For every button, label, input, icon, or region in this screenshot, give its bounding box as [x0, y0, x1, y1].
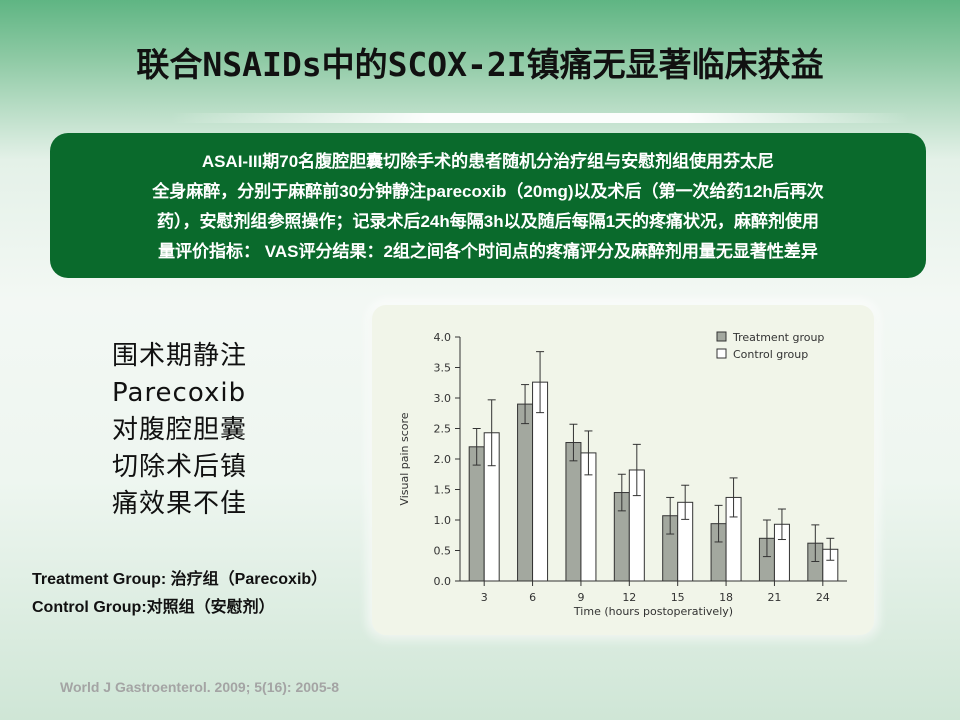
conclusion-line: 对腹腔胆囊 — [112, 415, 248, 445]
y-tick-label: 3.0 — [434, 392, 452, 405]
legend-label: Treatment group — [732, 331, 824, 344]
summary-line: 药），安慰剂组参照操作；记录术后24h每隔3h以及随后每隔1天的疼痛状况，麻醉剂… — [156, 212, 820, 231]
x-tick-label: 24 — [816, 591, 830, 604]
title-divider — [170, 113, 910, 123]
x-tick-label: 9 — [577, 591, 584, 604]
summary-line: ASAI-III期70名腹腔胆囊切除手术的患者随机分治疗组与安慰剂组使用芬太尼 — [201, 152, 775, 171]
pain-score-bar-chart: 0.0 0.5 1.0 1.5 2.0 2.5 3.0 3.5 4.0 Visual pain s… — [398, 331, 847, 618]
x-tick-label: 15 — [671, 591, 685, 604]
y-tick-label: 0.5 — [434, 545, 452, 558]
slide-title: 联合NSAIDs中的SCOX-2I镇痛无显著临床获益 — [136, 45, 824, 84]
y-tick-label: 0.0 — [434, 575, 452, 588]
x-tick-label: 18 — [719, 591, 733, 604]
y-tick-label: 1.5 — [434, 484, 452, 497]
y-axis-label: Visual pain score — [398, 412, 411, 505]
treatment-bar — [565, 442, 582, 582]
study-summary-box: ASAI-III期70名腹腔胆囊切除手术的患者随机分治疗组与安慰剂组使用芬太尼 … — [50, 133, 926, 278]
group-definition-line: Control Group:对照组（安慰剂） — [32, 599, 275, 616]
x-tick-label: 21 — [767, 591, 781, 604]
conclusion-line: 围术期静注 — [112, 341, 248, 371]
x-axis-label: Time (hours postoperatively) — [573, 605, 733, 618]
y-tick-label: 3.5 — [434, 362, 452, 375]
x-tick-label: 3 — [481, 591, 488, 604]
x-tick-label: 12 — [622, 591, 636, 604]
citation: World J Gastroenterol. 2009; 5(16): 2005… — [60, 679, 340, 695]
legend-label: Control group — [733, 348, 808, 361]
y-tick-label: 2.5 — [434, 423, 452, 436]
legend-swatch-control — [716, 348, 727, 359]
summary-line: 全身麻醉，分别于麻醉前30分钟静注parecoxib（20mg)以及术后（第一次… — [152, 182, 824, 201]
treatment-bar — [517, 403, 534, 582]
conclusion-line: 痛效果不佳 — [112, 489, 248, 519]
y-tick-label: 4.0 — [434, 331, 452, 344]
treatment-bar — [468, 446, 485, 582]
x-tick-label: 6 — [529, 591, 536, 604]
y-tick-label: 1.0 — [434, 514, 452, 527]
conclusion-note: 围术期静注 Parecoxib 对腹腔胆囊 切除术后镇 痛效果不佳 — [112, 338, 372, 523]
summary-line: 量评价指标： VAS评分结果：2组之间各个时间点的疼痛评分及麻醉剂用量无显著性差… — [158, 242, 818, 261]
conclusion-line: Parecoxib — [112, 378, 247, 408]
legend-swatch-treatment — [716, 331, 727, 342]
group-definition-note: Treatment Group: 治疗组（Parecoxib） Control … — [32, 566, 382, 622]
chart-panel: 0.0 0.5 1.0 1.5 2.0 2.5 3.0 3.5 4.0 Visual pain s… — [372, 305, 874, 635]
y-tick-label: 2.0 — [434, 453, 452, 466]
group-definition-line: Treatment Group: 治疗组（Parecoxib） — [32, 571, 328, 588]
conclusion-line: 切除术后镇 — [112, 452, 248, 482]
